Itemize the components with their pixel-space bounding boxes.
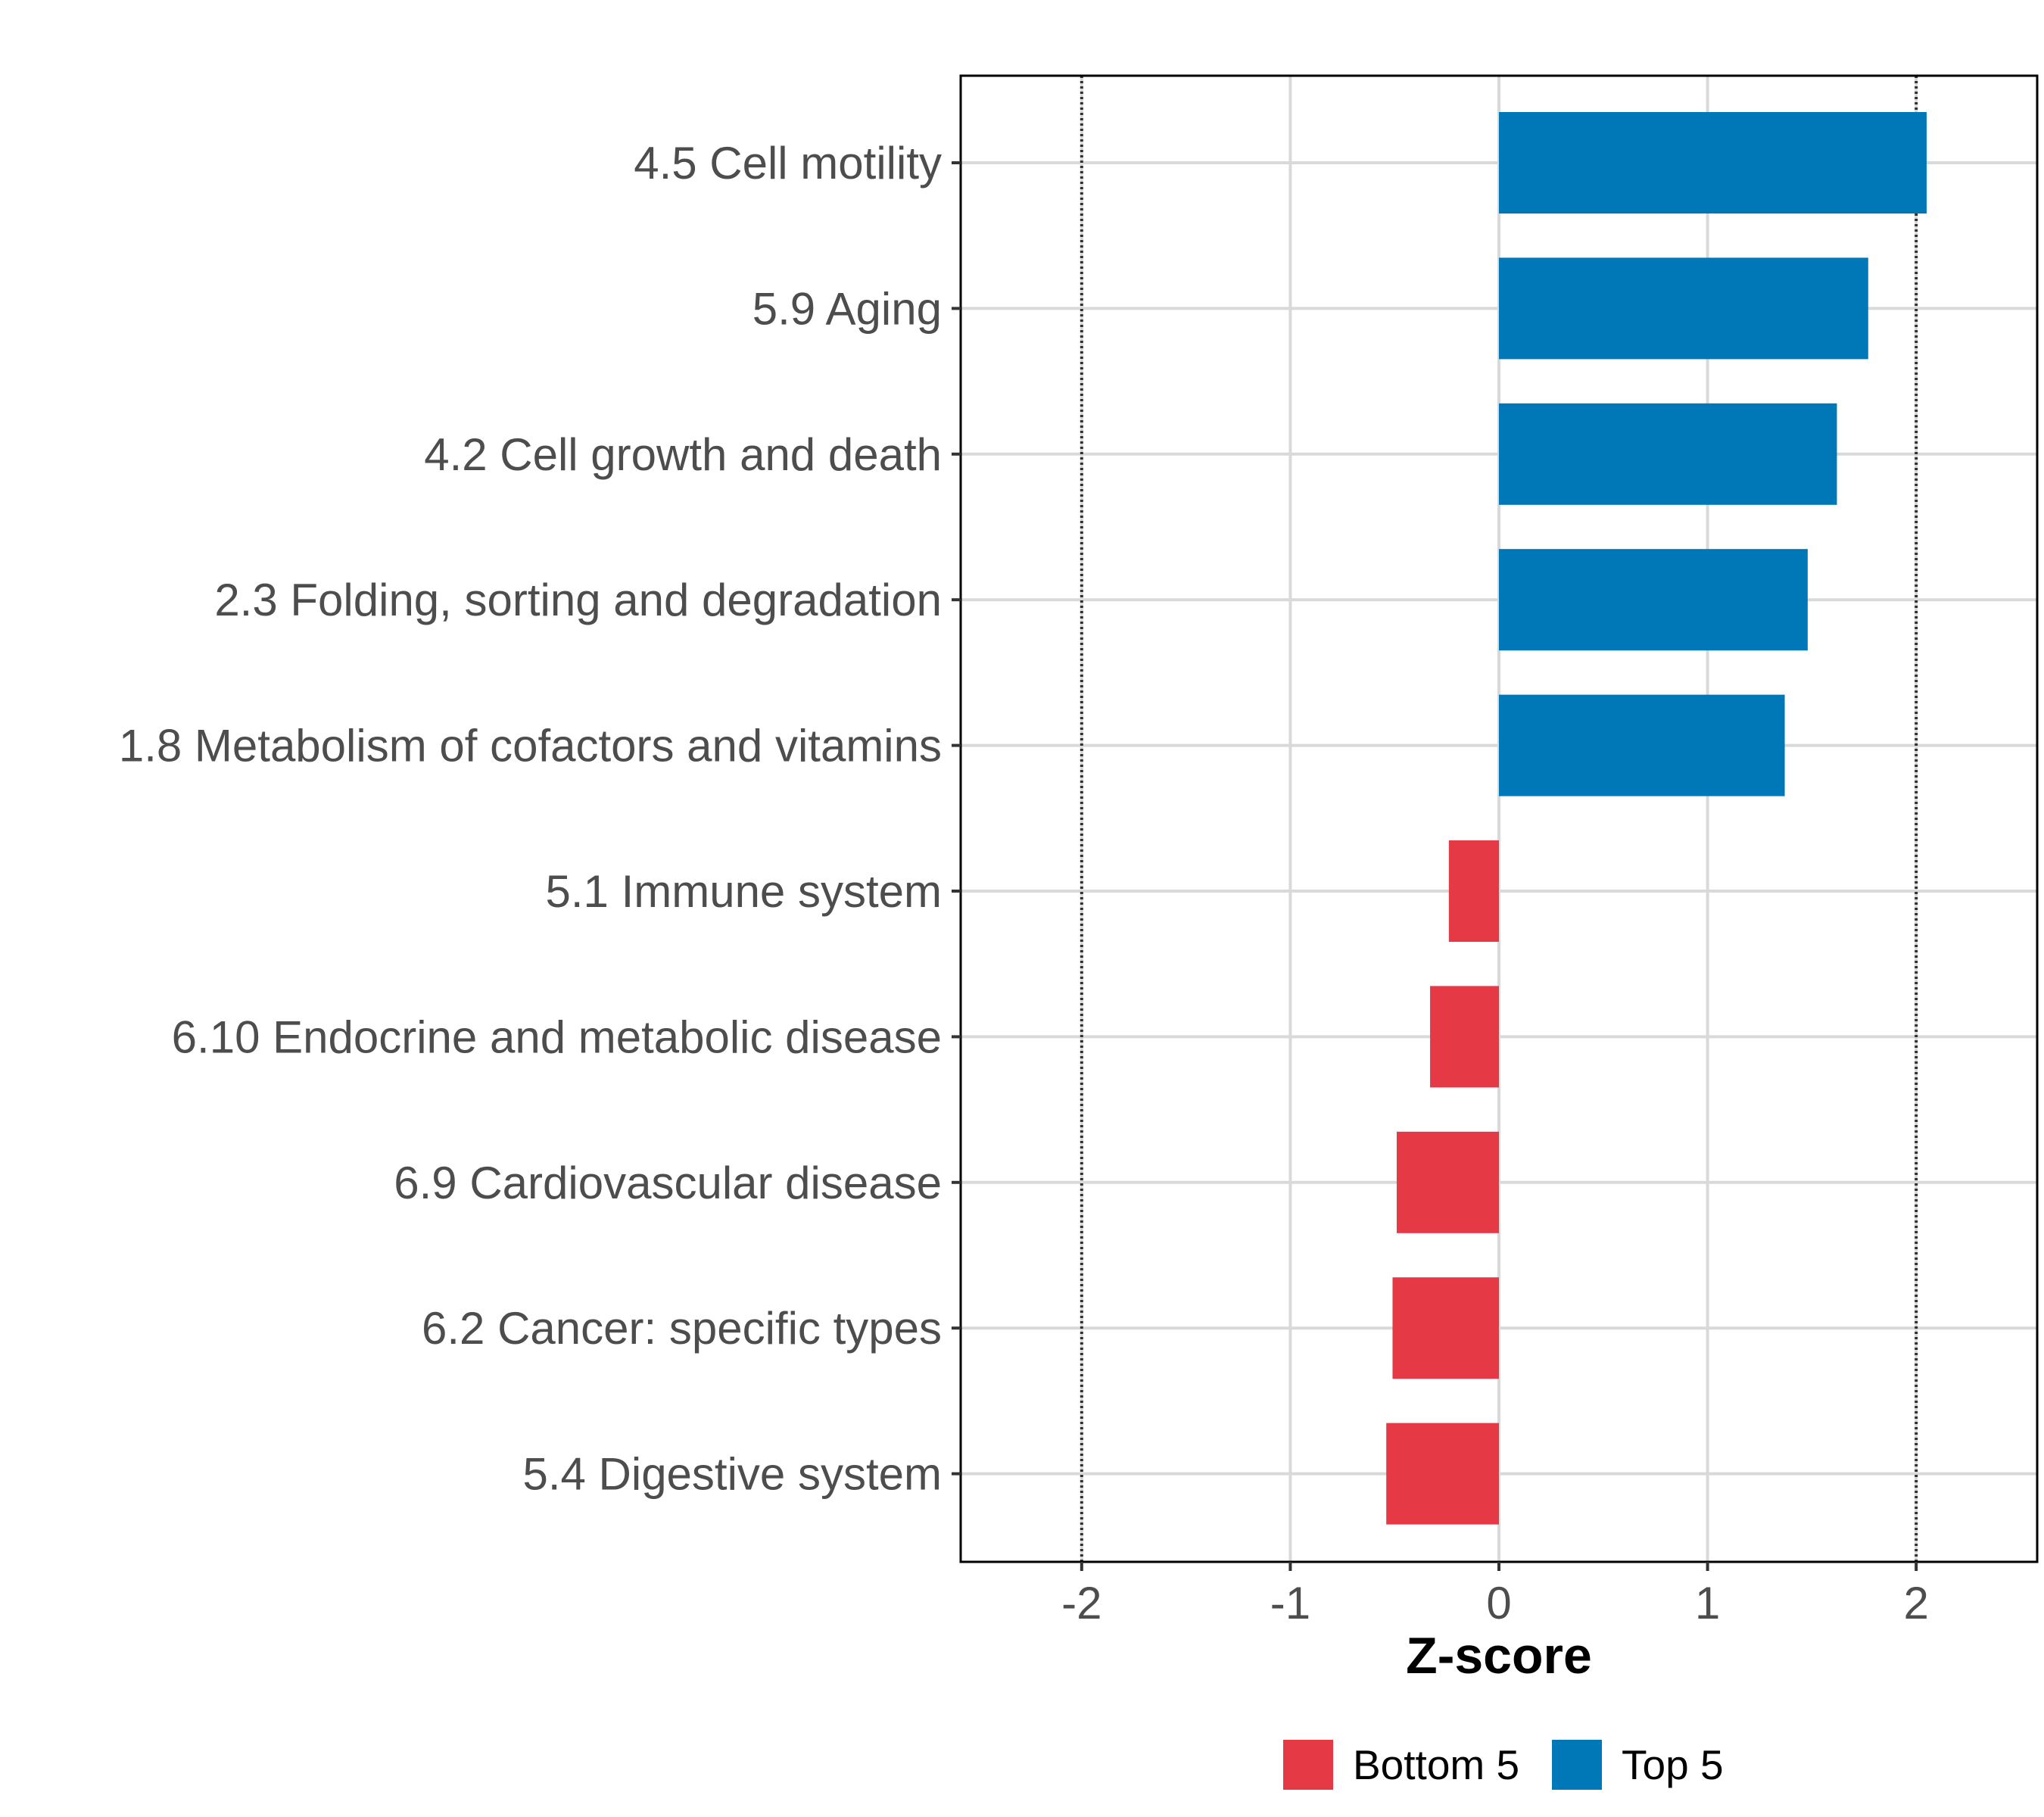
- bar: [1499, 257, 1868, 360]
- bar: [1396, 1131, 1499, 1233]
- x-tick-label: 2: [1903, 1578, 1928, 1628]
- category-label: 4.2 Cell growth and death: [424, 429, 942, 480]
- bar: [1499, 549, 1808, 651]
- category-label: 5.9 Aging: [752, 283, 942, 334]
- bars: [1386, 112, 1927, 1525]
- category-label: 6.9 Cardiovascular disease: [394, 1158, 942, 1208]
- x-axis-title: Z-score: [1406, 1627, 1592, 1685]
- x-tick-label: -2: [1061, 1578, 1101, 1628]
- x-axis: -2 -1 0 1 2: [1061, 1562, 1929, 1628]
- category-label: 5.4 Digestive system: [522, 1449, 942, 1500]
- x-tick-label: 1: [1695, 1578, 1720, 1628]
- category-label: 4.5 Cell motility: [634, 138, 942, 189]
- bar: [1499, 694, 1785, 796]
- legend-swatch: [1552, 1740, 1602, 1790]
- legend-label: Top 5: [1622, 1741, 1724, 1788]
- legend: Bottom 5 Top 5: [1283, 1740, 1724, 1790]
- category-label: 5.1 Immune system: [545, 866, 942, 917]
- category-label: 1.8 Metabolism of cofactors and vitamins: [119, 721, 942, 771]
- bar: [1392, 1277, 1499, 1379]
- x-tick-label: -1: [1270, 1578, 1310, 1628]
- y-axis: 4.5 Cell motility 5.9 Aging 4.2 Cell growt…: [119, 138, 961, 1500]
- reference-lines: [1080, 76, 1918, 1562]
- bar: [1499, 403, 1837, 505]
- legend-swatch: [1283, 1740, 1333, 1790]
- bar: [1448, 840, 1499, 942]
- legend-label: Bottom 5: [1353, 1741, 1519, 1788]
- category-label: 6.10 Endocrine and metabolic disease: [172, 1011, 942, 1062]
- x-tick-label: 0: [1486, 1578, 1511, 1628]
- category-label: 2.3 Folding, sorting and degradation: [214, 575, 942, 625]
- bar: [1386, 1423, 1499, 1525]
- bar: [1499, 112, 1927, 213]
- category-label: 6.2 Cancer: specific types: [422, 1303, 942, 1354]
- bar: [1430, 986, 1499, 1088]
